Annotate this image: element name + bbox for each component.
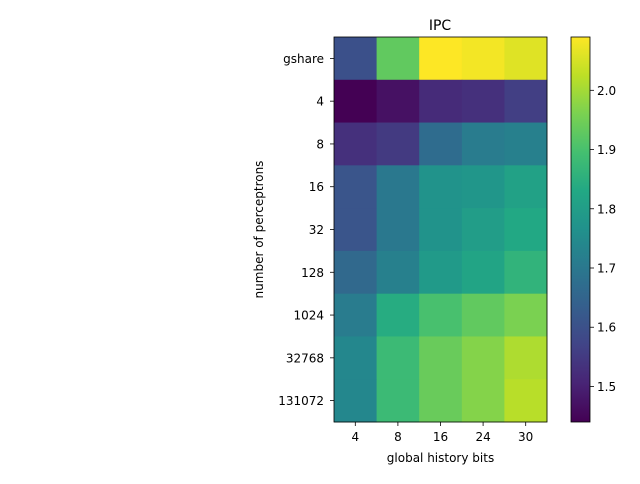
x-axis: 4 8 16 24 30: [351, 422, 533, 444]
colorbar-tick-label: 2.0: [597, 84, 616, 98]
heatmap-cell: [419, 37, 463, 81]
heatmap-cell: [504, 208, 548, 252]
heatmap-cell: [419, 122, 463, 166]
heatmap-cell: [461, 208, 505, 252]
y-tick-label: 16: [309, 180, 324, 194]
heatmap-cell: [334, 79, 377, 123]
heatmap-cell: [376, 293, 420, 337]
heatmap-cell: [376, 37, 420, 81]
heatmap-cell: [461, 37, 505, 81]
x-tick-label: 4: [351, 430, 359, 444]
heatmap-cell: [504, 379, 548, 423]
y-tick-label: 32768: [286, 351, 324, 365]
heatmap-cell: [419, 79, 463, 123]
heatmap-cell: [376, 379, 420, 423]
y-axis: gshare 4 8 16 32 128 1024 32768 131072: [278, 52, 334, 408]
heatmap-cell: [504, 122, 548, 166]
heatmap-cell: [376, 250, 420, 295]
colorbar-ticks: 1.5 1.6 1.7 1.8 1.9 2.0: [590, 84, 616, 394]
heatmap-cell: [504, 250, 548, 295]
heatmap-cell: [334, 250, 377, 295]
x-tick-label: 24: [475, 430, 490, 444]
heatmap-cell: [419, 379, 463, 423]
colorbar: 1.5 1.6 1.7 1.8 1.9 2.0: [570, 36, 616, 423]
heatmap-cell: [461, 79, 505, 123]
colorbar-tick-label: 1.9: [597, 143, 616, 157]
heatmap-cell: [334, 336, 377, 380]
heatmap-cell: [461, 336, 505, 380]
heatmap-cell: [461, 165, 505, 209]
heatmap-cell: [461, 379, 505, 423]
heatmap-cell: [419, 293, 463, 337]
colorbar-tick-label: 1.7: [597, 262, 616, 276]
heatmap-cell: [419, 165, 463, 209]
heatmap-cell: [461, 122, 505, 166]
heatmap-cell: [376, 122, 420, 166]
heatmap-cell: [334, 293, 377, 337]
chart-title: IPC: [429, 18, 452, 34]
heatmap-cells: [334, 37, 548, 423]
heatmap-cell: [504, 37, 548, 81]
y-tick-label: 32: [309, 223, 324, 237]
x-axis-label: global history bits: [387, 451, 494, 465]
heatmap-cell: [334, 122, 377, 166]
colorbar-tick-label: 1.8: [597, 202, 616, 216]
heatmap-cell: [419, 208, 463, 252]
y-tick-label: 128: [301, 266, 324, 280]
y-tick-label: gshare: [283, 52, 324, 66]
heatmap-cell: [504, 79, 548, 123]
heatmap-cell: [334, 37, 377, 81]
colorbar-tick-label: 1.6: [597, 321, 616, 335]
y-tick-label: 131072: [278, 394, 324, 408]
heatmap-cell: [504, 165, 548, 209]
heatmap-cell: [376, 79, 420, 123]
heatmap-cell: [334, 208, 377, 252]
heatmap-cell: [419, 336, 463, 380]
heatmap-cell: [461, 250, 505, 295]
x-tick-label: 30: [518, 430, 533, 444]
heatmap-cell: [376, 336, 420, 380]
x-tick-label: 16: [433, 430, 448, 444]
heatmap-cell: [504, 293, 548, 337]
heatmap-cell: [419, 250, 463, 295]
y-tick-label: 8: [316, 137, 324, 151]
colorbar-gradient: [571, 37, 590, 422]
colorbar-tick-label: 1.5: [597, 380, 616, 394]
heatmap-cell: [376, 165, 420, 209]
heatmap-cell: [504, 336, 548, 380]
y-tick-label: 1024: [293, 309, 324, 323]
heatmap-cell: [334, 165, 377, 209]
colorbar-frame: [570, 36, 591, 423]
heatmap-cell: [461, 293, 505, 337]
x-tick-label: 8: [394, 430, 402, 444]
heatmap-cell: [334, 379, 377, 423]
y-tick-label: 4: [316, 95, 324, 109]
heatmap-cell: [376, 208, 420, 252]
y-axis-label: number of perceptrons: [252, 161, 266, 299]
